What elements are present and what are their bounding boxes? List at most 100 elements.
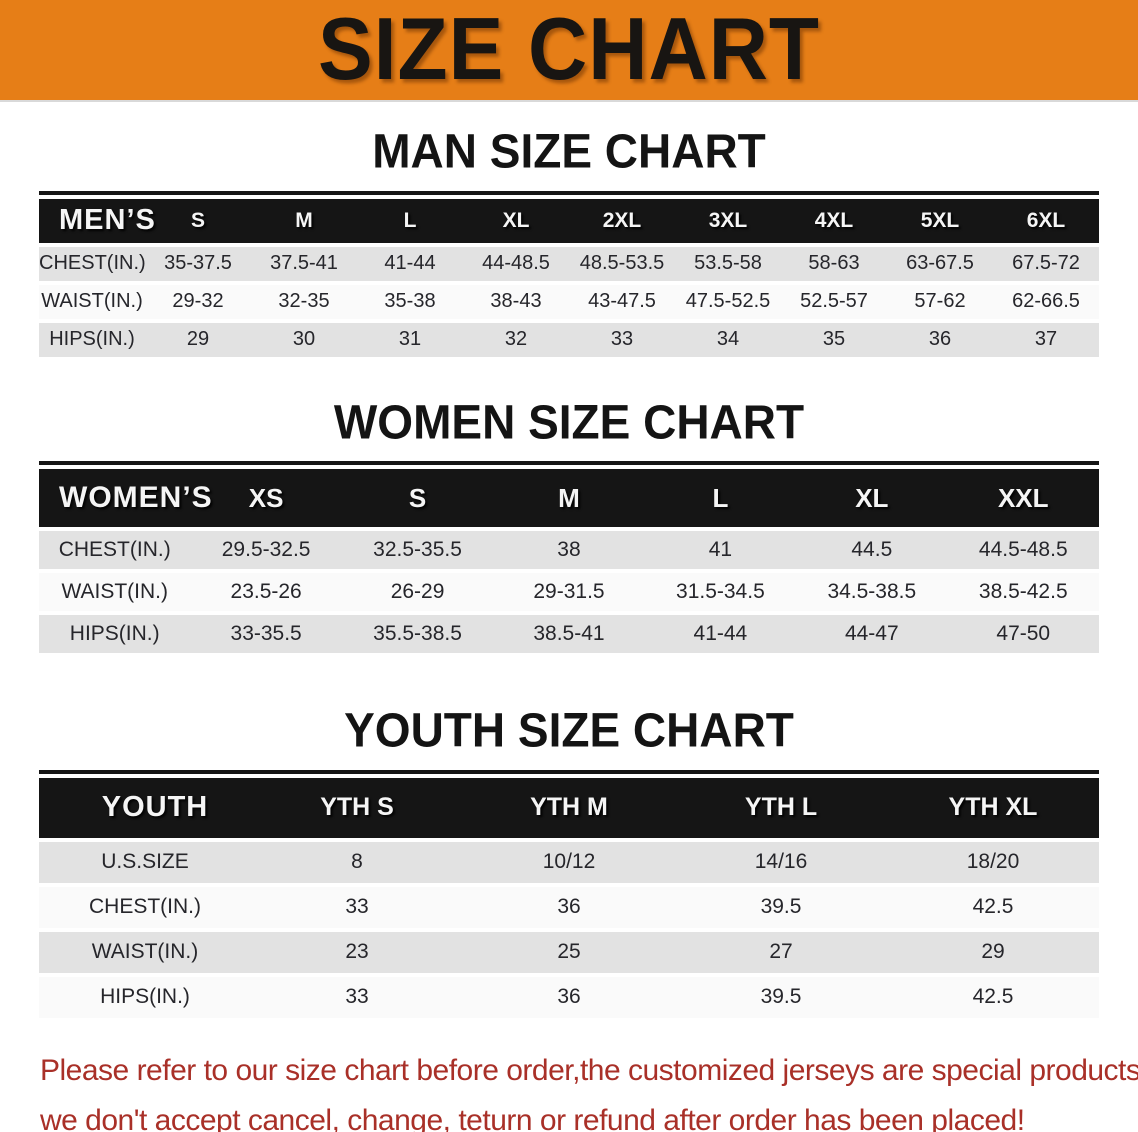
measurement-value: 44-48.5 <box>463 246 569 281</box>
measurement-value: 67.5-72 <box>993 246 1099 281</box>
measurement-value: 32.5-35.5 <box>341 531 494 570</box>
measurement-label: U.S.SIZE <box>39 841 251 883</box>
measurement-value: 31 <box>357 322 463 357</box>
measurement-label: WAIST(IN.) <box>39 931 251 973</box>
measurement-value: 34.5-38.5 <box>796 573 948 612</box>
size-table-header-row: YOUTH YTH S YTH M YTH L YTH XL <box>39 777 1099 838</box>
table-category-header: WOMEN’S <box>39 469 212 528</box>
measurement-value: 63-67.5 <box>887 246 993 281</box>
measurement-value: 41-44 <box>644 615 797 654</box>
measurement-value: 47.5-52.5 <box>675 284 781 319</box>
measurement-value: 29-32 <box>145 284 251 319</box>
measurement-value: 38.5-42.5 <box>947 573 1099 612</box>
measurement-row: CHEST(IN.) 29.5-32.5 32.5-35.5 38 41 44.5 44.5… <box>39 531 1099 570</box>
youth-section-heading: YOUTH SIZE CHART <box>344 703 794 758</box>
size-column-header: XL <box>463 198 569 243</box>
size-column-header: M <box>251 198 357 243</box>
men-section-heading: MAN SIZE CHART <box>372 123 766 179</box>
measurement-value: 38-43 <box>463 284 569 319</box>
measurement-value: 36 <box>463 976 675 1018</box>
measurement-row: CHEST(IN.) 35-37.5 37.5-41 41-44 44-48.5 48.5… <box>39 246 1099 281</box>
measurement-row: HIPS(IN.) 33-35.5 35.5-38.5 38.5-41 41-44 44-… <box>39 615 1099 654</box>
size-chart-banner: SIZE CHART <box>0 0 1138 102</box>
measurement-value: 44.5 <box>796 531 948 570</box>
measurement-value: 23 <box>251 931 463 973</box>
women-section-heading: WOMEN SIZE CHART <box>333 394 805 449</box>
measurement-value: 35-37.5 <box>145 246 251 281</box>
banner-title: SIZE CHART <box>318 0 820 99</box>
measurement-row: WAIST(IN.) 23 25 27 29 <box>39 931 1099 973</box>
measurement-value: 29.5-32.5 <box>190 531 342 570</box>
measurement-value: 44-47 <box>796 615 948 654</box>
measurement-value: 38.5-41 <box>493 615 645 654</box>
size-column-header: YTH M <box>463 777 675 838</box>
table-category-header: MEN’S <box>39 198 155 243</box>
measurement-value: 35-38 <box>357 284 463 319</box>
measurement-row: HIPS(IN.) 33 36 39.5 42.5 <box>39 976 1099 1018</box>
size-column-header: L <box>644 469 797 528</box>
size-column-header: 5XL <box>887 198 993 243</box>
measurement-label: WAIST(IN.) <box>39 573 191 612</box>
size-column-header: 4XL <box>781 198 887 243</box>
measurement-value: 58-63 <box>781 246 887 281</box>
measurement-label: CHEST(IN.) <box>39 246 146 281</box>
disclaimer-line-1: Please refer to our size chart before or… <box>40 1053 1138 1087</box>
size-column-header: YTH S <box>251 777 463 838</box>
measurement-value: 42.5 <box>887 976 1099 1018</box>
measurement-value: 10/12 <box>463 841 675 883</box>
measurement-value: 34 <box>675 322 781 357</box>
measurement-value: 33-35.5 <box>190 615 342 654</box>
size-column-header: XS <box>190 469 342 528</box>
measurement-value: 52.5-57 <box>781 284 887 319</box>
youth-size-table: YOUTH YTH S YTH M YTH L YTH XL U.S.SIZE 8 10/12… <box>39 769 1099 1022</box>
measurement-value: 33 <box>251 976 463 1018</box>
measurement-value: 38 <box>493 531 645 570</box>
measurement-value: 33 <box>569 322 675 357</box>
measurement-value: 43-47.5 <box>569 284 675 319</box>
size-column-header: 6XL <box>993 198 1099 243</box>
size-column-header: YTH XL <box>887 777 1099 838</box>
measurement-row: U.S.SIZE 8 10/12 14/16 18/20 <box>39 841 1099 883</box>
measurement-row: WAIST(IN.) 23.5-26 26-29 29-31.5 31.5-34.5 34… <box>39 573 1099 612</box>
measurement-label: CHEST(IN.) <box>39 531 191 570</box>
measurement-row: CHEST(IN.) 33 36 39.5 42.5 <box>39 886 1099 928</box>
men-size-table: MEN’S S M L XL 2XL 3XL 4XL 5XL 6XL CHEST(IN.) 35-37… <box>39 190 1099 361</box>
measurement-row: WAIST(IN.) 29-32 32-35 35-38 38-43 43-47.5 47.… <box>39 284 1099 319</box>
measurement-row: HIPS(IN.) 29 30 31 32 33 34 35 36 37 <box>39 322 1099 357</box>
size-column-header: M <box>493 469 645 528</box>
measurement-value: 14/16 <box>675 841 887 883</box>
size-column-header: 2XL <box>569 198 675 243</box>
table-category-header: YOUTH <box>39 777 251 838</box>
measurement-value: 35 <box>781 322 887 357</box>
measurement-value: 36 <box>463 886 675 928</box>
measurement-value: 37.5-41 <box>251 246 357 281</box>
measurement-value: 57-62 <box>887 284 993 319</box>
measurement-value: 29 <box>887 931 1099 973</box>
measurement-value: 44.5-48.5 <box>947 531 1099 570</box>
measurement-label: CHEST(IN.) <box>39 886 251 928</box>
measurement-value: 33 <box>251 886 463 928</box>
measurement-value: 27 <box>675 931 887 973</box>
measurement-value: 37 <box>993 322 1099 357</box>
size-column-header: XXL <box>947 469 1099 528</box>
measurement-value: 29-31.5 <box>493 573 645 612</box>
measurement-value: 41 <box>644 531 797 570</box>
measurement-value: 42.5 <box>887 886 1099 928</box>
measurement-value: 29 <box>145 322 251 357</box>
size-column-header: XL <box>796 469 948 528</box>
measurement-value: 32-35 <box>251 284 357 319</box>
measurement-value: 39.5 <box>675 976 887 1018</box>
measurement-value: 36 <box>887 322 993 357</box>
size-table-header-row: MEN’S S M L XL 2XL 3XL 4XL 5XL 6XL <box>39 198 1099 243</box>
size-column-header: S <box>341 469 494 528</box>
measurement-value: 48.5-53.5 <box>569 246 675 281</box>
measurement-value: 62-66.5 <box>993 284 1099 319</box>
measurement-value: 47-50 <box>947 615 1099 654</box>
measurement-label: HIPS(IN.) <box>39 976 251 1018</box>
measurement-value: 30 <box>251 322 357 357</box>
size-column-header: S <box>145 198 251 243</box>
measurement-value: 53.5-58 <box>675 246 781 281</box>
measurement-label: WAIST(IN.) <box>39 284 145 319</box>
measurement-value: 23.5-26 <box>190 573 342 612</box>
measurement-value: 31.5-34.5 <box>644 573 797 612</box>
